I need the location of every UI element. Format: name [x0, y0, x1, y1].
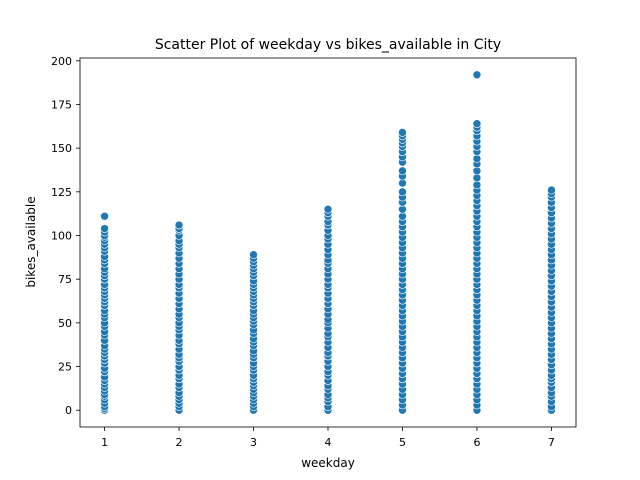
x-tick-label: 2 [176, 436, 183, 449]
x-axis-label: weekday [301, 456, 355, 470]
y-tick-label: 125 [51, 186, 72, 199]
x-tick-label: 3 [250, 436, 257, 449]
y-tick-label: 175 [51, 98, 72, 111]
data-point [323, 205, 333, 214]
data-point [174, 220, 184, 230]
data-point [547, 185, 556, 195]
y-tick-label: 0 [65, 404, 72, 417]
data-point [398, 187, 407, 197]
y-axis-label: bikes_available [24, 196, 38, 287]
y-tick-label: 150 [51, 142, 72, 155]
x-tick-label: 7 [548, 436, 555, 449]
data-point [398, 166, 407, 176]
data-point [472, 70, 482, 80]
data-point [472, 119, 482, 128]
x-axis: 1 2 3 4 5 6 7 [101, 427, 555, 449]
y-axis: 0 25 50 75 100 125 150 175 200 [51, 55, 80, 417]
data-point [100, 224, 109, 233]
y-tick-label: 50 [58, 317, 72, 330]
data-point [100, 211, 109, 221]
y-tick-label: 75 [58, 273, 72, 286]
y-tick-label: 25 [58, 361, 72, 374]
y-tick-label: 100 [51, 230, 72, 243]
data-point [398, 128, 407, 137]
x-tick-label: 5 [399, 436, 406, 449]
points-layer [100, 70, 556, 415]
x-tick-label: 1 [101, 436, 108, 449]
y-tick-label: 200 [51, 55, 72, 68]
data-point [249, 250, 258, 260]
x-tick-label: 4 [325, 436, 332, 449]
chart-title: Scatter Plot of weekday vs bikes_availab… [155, 37, 501, 53]
x-tick-label: 6 [473, 436, 480, 449]
